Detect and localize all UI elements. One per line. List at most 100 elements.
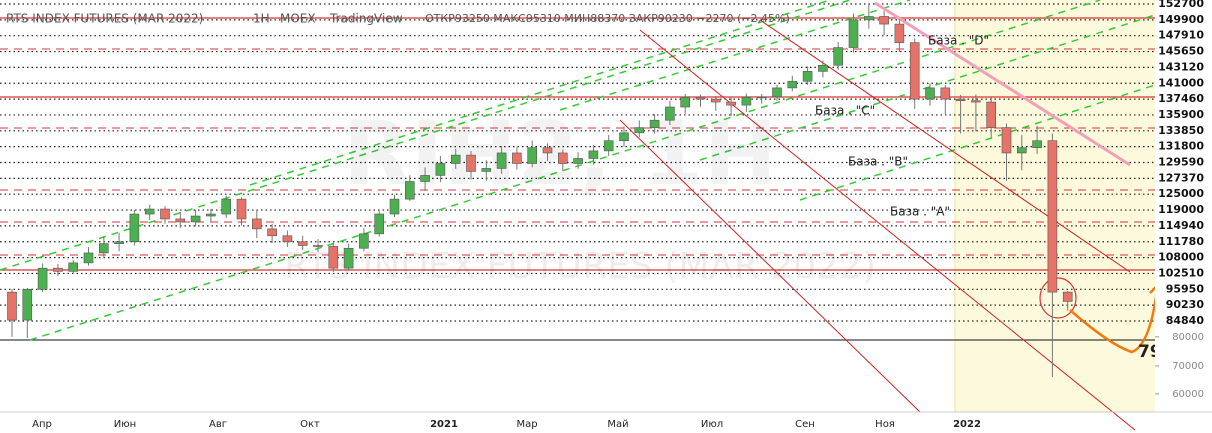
candle-body bbox=[221, 198, 231, 215]
candle-body bbox=[37, 267, 48, 290]
ohlc-legend: ОТКР93250 МАКС95310 МИН88370 ЗАКР90230 −… bbox=[425, 12, 790, 25]
candle-body bbox=[726, 101, 736, 106]
candle-body bbox=[710, 98, 721, 103]
candle-body bbox=[160, 208, 170, 220]
candle-body bbox=[879, 16, 889, 25]
candle-body bbox=[1016, 147, 1027, 154]
candle-body bbox=[695, 96, 706, 100]
y-tick-label: 129590 bbox=[1158, 156, 1204, 169]
x-tick-label: 2022 bbox=[953, 419, 981, 430]
y-tick-label: 149900 bbox=[1158, 13, 1204, 26]
candle-body bbox=[955, 98, 966, 102]
y-tick-label: 111780 bbox=[1158, 235, 1204, 248]
candle-body bbox=[389, 198, 400, 215]
annotation: База . "D" bbox=[928, 34, 989, 48]
x-tick-label: Ноя bbox=[875, 419, 895, 430]
candle-body bbox=[190, 215, 201, 223]
candle-body bbox=[557, 152, 568, 164]
candle-body bbox=[940, 87, 951, 100]
interval: 1H bbox=[253, 12, 270, 26]
candle-body bbox=[619, 132, 629, 141]
candle-body bbox=[114, 241, 124, 244]
y-tick-label: 60000 bbox=[1172, 389, 1204, 400]
candle-body bbox=[527, 147, 538, 164]
candle-body bbox=[313, 245, 323, 247]
candle-body bbox=[863, 16, 874, 21]
x-tick-label: Сен bbox=[795, 419, 815, 430]
candle-body bbox=[848, 19, 859, 48]
candle-body bbox=[787, 80, 798, 89]
candle-body bbox=[542, 147, 553, 154]
price-axis bbox=[1155, 0, 1212, 412]
candle-body bbox=[496, 152, 507, 169]
candle-body bbox=[53, 267, 63, 272]
candle-body bbox=[282, 235, 293, 243]
brand: TradingView bbox=[329, 12, 403, 26]
y-tick-label: 70000 bbox=[1172, 361, 1204, 372]
candle-body bbox=[971, 100, 981, 103]
candle-body bbox=[588, 150, 599, 159]
candle-body bbox=[925, 87, 935, 100]
candle-body bbox=[450, 154, 461, 164]
candle-body bbox=[680, 96, 691, 108]
candle-body bbox=[144, 208, 155, 215]
candle-body bbox=[435, 163, 446, 176]
y-tick-label: 125000 bbox=[1158, 187, 1204, 200]
y-tick-label: 152700 bbox=[1158, 0, 1204, 10]
candle-body bbox=[741, 96, 752, 106]
candle-body bbox=[252, 218, 262, 230]
candle-body bbox=[649, 119, 660, 128]
y-tick-label: 145650 bbox=[1158, 45, 1204, 58]
candle-body bbox=[634, 127, 645, 134]
y-tick-label: 127370 bbox=[1158, 171, 1204, 184]
candle-body bbox=[267, 228, 277, 237]
x-tick-label: Апр bbox=[32, 419, 52, 430]
candle-body bbox=[83, 252, 94, 264]
candle-body bbox=[1062, 291, 1073, 302]
y-tick-label: 80000 bbox=[1172, 332, 1204, 343]
candle-body bbox=[603, 140, 614, 152]
candle-body bbox=[466, 154, 476, 172]
y-tick-label: 147910 bbox=[1158, 29, 1204, 42]
grid-layer bbox=[0, 3, 1155, 322]
exchange: MOEX bbox=[280, 12, 316, 26]
x-tick-label: Июл bbox=[701, 419, 723, 430]
candle-body bbox=[481, 168, 492, 172]
annotation: База . "A" bbox=[890, 205, 950, 219]
symbol-title: RTS INDEX FUTURES (MAR 2022) bbox=[6, 12, 203, 26]
candle-body bbox=[175, 218, 186, 223]
candle-body bbox=[833, 47, 844, 66]
candle-body bbox=[328, 246, 339, 269]
annotation: База . "C" bbox=[815, 104, 875, 118]
candle-body bbox=[756, 96, 767, 99]
candle-body bbox=[1032, 140, 1042, 149]
levels bbox=[0, 17, 1155, 341]
y-tick-label: 143120 bbox=[1158, 60, 1204, 73]
candle-body bbox=[374, 213, 385, 235]
candle-body bbox=[1001, 127, 1012, 154]
y-tick-label: 131800 bbox=[1158, 140, 1204, 153]
watermark-title: RTS INDEX FUTURES (MAR 2022) bbox=[284, 246, 876, 287]
candle-body bbox=[818, 64, 828, 72]
candle-body bbox=[359, 233, 369, 249]
candle-body bbox=[772, 87, 782, 98]
candle-body bbox=[7, 291, 17, 321]
y-tick-label: 90230 bbox=[1166, 298, 1205, 311]
candle-body bbox=[22, 288, 33, 321]
candle-body bbox=[573, 158, 583, 164]
x-tick-label: Мар bbox=[516, 419, 537, 430]
candle-body bbox=[206, 213, 216, 217]
candle-body bbox=[236, 198, 247, 220]
y-tick-label: 95950 bbox=[1166, 282, 1205, 295]
y-tick-label: 137460 bbox=[1158, 92, 1204, 105]
annotation: База . "B" bbox=[848, 155, 908, 169]
candle-body bbox=[420, 175, 430, 182]
y-tick-label: 141000 bbox=[1158, 76, 1204, 89]
candle-body bbox=[297, 241, 308, 246]
x-tick-label: Авг bbox=[209, 419, 227, 430]
candle-body bbox=[404, 181, 415, 200]
y-tick-label: 84840 bbox=[1166, 314, 1205, 327]
y-tick-label: 133850 bbox=[1158, 124, 1204, 137]
watermark: RIH2, 1H RTS INDEX FUTURES (MAR 2022) bbox=[284, 102, 876, 287]
